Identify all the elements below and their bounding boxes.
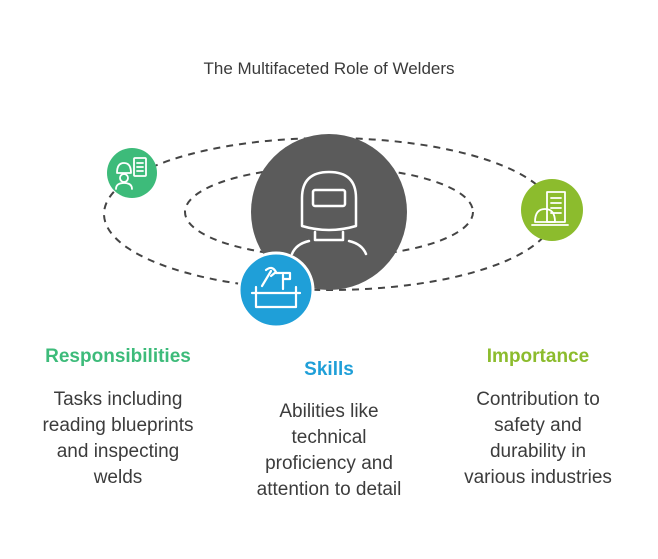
industrial-building-icon: [531, 191, 569, 226]
description-line: durability in: [489, 441, 587, 462]
description-line: technical: [291, 427, 367, 448]
skills-heading: Skills: [304, 359, 354, 380]
skills-node: [237, 251, 315, 329]
responsibilities-heading: Responsibilities: [45, 346, 191, 367]
responsibilities-description: Tasks including reading blueprints and i…: [18, 387, 218, 491]
description-line: various industries: [464, 467, 612, 488]
importance-heading: Importance: [486, 346, 590, 367]
responsibilities-column: Responsibilities Tasks including reading…: [18, 346, 218, 491]
importance-description: Contribution to safety and durability in…: [438, 387, 638, 491]
description-line: Tasks including: [53, 389, 183, 410]
responsibilities-node: [107, 148, 157, 198]
welder-mask-icon: [290, 170, 368, 256]
description-line: reading blueprints: [42, 415, 194, 436]
description-line: and inspecting: [56, 441, 180, 462]
skills-column: Skills Abilities like technical proficie…: [229, 359, 429, 503]
center-node: [251, 134, 407, 290]
diagram-title: The Multifaceted Role of Welders: [203, 59, 455, 78]
description-line: proficiency and: [265, 453, 393, 474]
worker-checklist-icon: [115, 157, 147, 190]
toolbox-icon: [250, 266, 302, 309]
description-line: attention to detail: [256, 479, 402, 500]
description-line: safety and: [494, 415, 582, 436]
description-line: Abilities like: [279, 401, 379, 422]
description-line: Contribution to: [476, 389, 600, 410]
importance-node: [521, 179, 583, 241]
skills-description: Abilities like technical proficiency and…: [229, 399, 429, 503]
description-line: welds: [93, 467, 143, 488]
importance-column: Importance Contribution to safety and du…: [438, 346, 638, 491]
